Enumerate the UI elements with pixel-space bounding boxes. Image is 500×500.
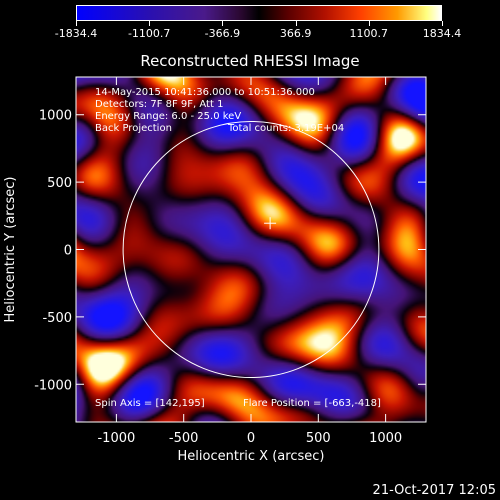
annotation-total-counts: Total counts: 3.19E+04 [228, 123, 345, 134]
chart-title: Reconstructed RHESSI Image [140, 52, 360, 70]
colorbar-tick [76, 21, 77, 26]
y-tick-label: 1000 [39, 109, 72, 124]
colorbar-tick [149, 21, 151, 26]
colorbar-tick-label: 1834.4 [422, 27, 462, 40]
annotation-method: Back Projection [95, 123, 172, 134]
y-tick-label: 0 [64, 244, 72, 259]
x-tick-label: 1000 [369, 431, 402, 446]
colorbar-tick [222, 21, 224, 26]
x-tick-label: -500 [169, 431, 199, 446]
x-tick-label: -1000 [97, 431, 135, 446]
colorbar-tick [295, 21, 297, 26]
annotation-energy-range: Energy Range: 6.0 - 25.0 keV [95, 111, 242, 122]
y-tick-label: -1000 [34, 378, 72, 393]
colorbar [76, 5, 442, 21]
annotation-flare-position: Flare Position = [-663,-418] [243, 398, 381, 409]
annotation-detectors: Detectors: 7F 8F 9F, Att 1 [95, 99, 224, 110]
y-tick-label: 500 [47, 176, 72, 191]
colorbar-tick-label: -1100.7 [127, 27, 171, 40]
y-axis-label: Heliocentric Y (arcsec) [3, 177, 18, 323]
colorbar-tick-label: 1100.7 [349, 27, 389, 40]
colorbar-gradient [77, 6, 441, 20]
colorbar-tick-label: -1834.4 [54, 27, 98, 40]
colorbar-tick [368, 21, 370, 26]
x-axis-label: Heliocentric X (arcsec) [178, 449, 325, 464]
annotation-spin-axis: Spin Axis = [142,195] [95, 398, 205, 409]
colorbar-tick [442, 21, 443, 26]
colorbar-tick-label: 366.9 [279, 27, 312, 40]
solar-limb-circle [122, 120, 380, 379]
x-tick-label: 500 [306, 431, 331, 446]
colorbar-tick-label: -366.9 [204, 27, 241, 40]
x-tick-label: 0 [247, 431, 255, 446]
annotation-time-range: 14-May-2015 10:41:36.000 to 10:51:36.000 [95, 87, 315, 98]
heatmap-image [76, 77, 426, 422]
y-tick-label: -500 [42, 311, 72, 326]
footer-date: 21-Oct-2017 12:05 [372, 483, 496, 498]
